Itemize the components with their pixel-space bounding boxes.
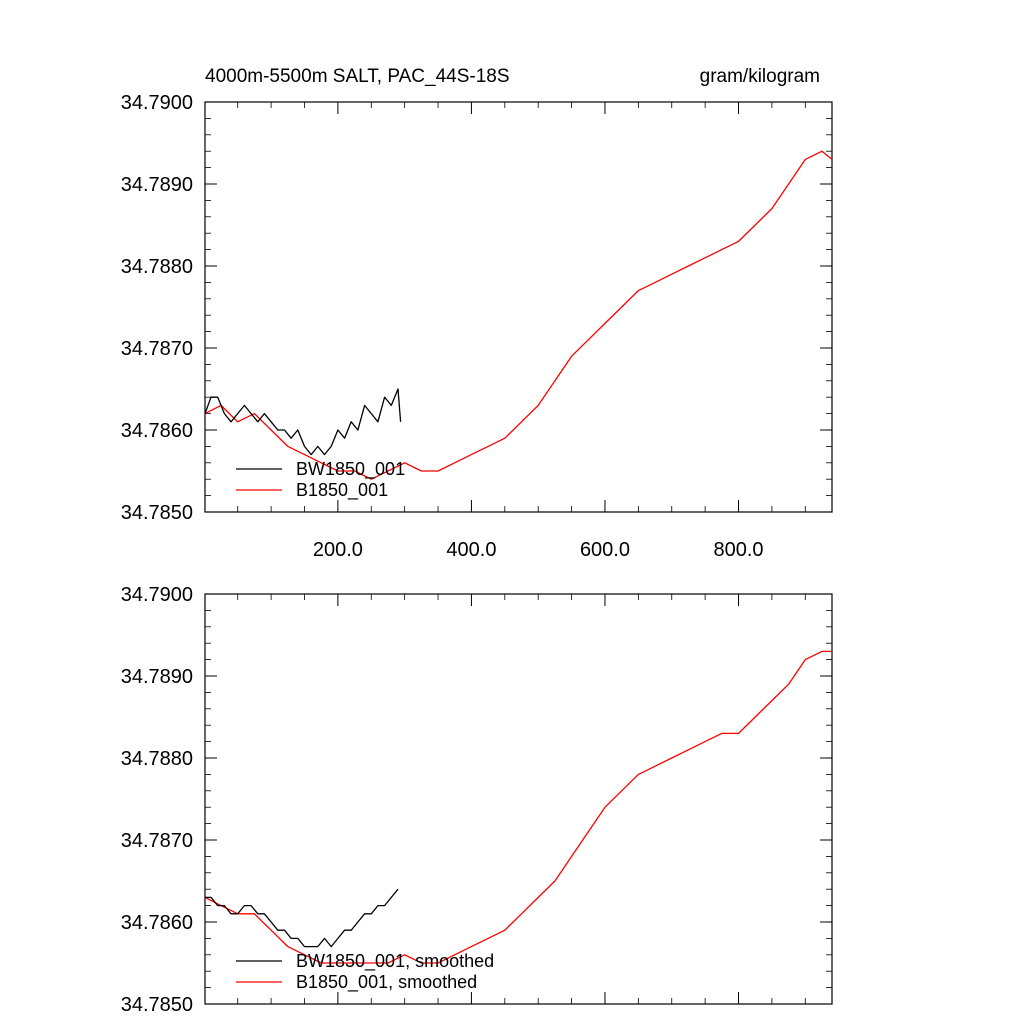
bottom-series (204, 650, 832, 964)
series-line-1 (204, 150, 833, 480)
y-tick-label: 34.7850 (121, 502, 193, 524)
y-tick-label: 34.7880 (121, 256, 193, 278)
chart-title: 4000m-5500m SALT, PAC_44S-18S (205, 66, 510, 87)
legend-label: B1850_001 (296, 480, 388, 501)
y-tick-label: 34.7870 (121, 830, 193, 852)
legend-label: BW1850_001 (296, 459, 405, 480)
x-tick-label: 200.0 (313, 539, 363, 561)
units-label: gram/kilogram (700, 66, 820, 87)
top-ticks: 34.7850 34.7860 34.7870 34.7880 34.7890 34.79… (121, 92, 832, 561)
legend-label: B1850_001, smoothed (296, 972, 477, 993)
bottom-plot-frame (204, 593, 833, 1005)
legend-label: BW1850_001, smoothed (296, 951, 494, 972)
y-tick-label: 34.7890 (121, 666, 193, 688)
top-plot-frame (204, 101, 833, 513)
y-tick-label: 34.7860 (121, 912, 193, 934)
y-tick-label: 34.7900 (121, 92, 193, 114)
top-series (204, 150, 833, 480)
y-tick-label: 34.7860 (121, 420, 193, 442)
bottom-ticks: 34.7850 34.7860 34.7870 34.7880 34.7890 34.79… (121, 584, 832, 1016)
series-line-1 (204, 650, 832, 964)
bottom-panel: 34.7850 34.7860 34.7870 34.7880 34.7890 34.79… (121, 584, 833, 1016)
y-tick-label: 34.7880 (121, 748, 193, 770)
y-tick-label: 34.7900 (121, 584, 193, 606)
x-tick-label: 600.0 (580, 539, 630, 561)
y-tick-label: 34.7870 (121, 338, 193, 360)
x-tick-label: 400.0 (446, 539, 496, 561)
y-tick-label: 34.7850 (121, 994, 193, 1016)
series-line-0 (205, 888, 399, 948)
x-tick-label: 800.0 (713, 539, 763, 561)
series-line-0 (204, 388, 402, 456)
y-tick-label: 34.7890 (121, 174, 193, 196)
top-panel: 34.7850 34.7860 34.7870 34.7880 34.7890 34.79… (121, 92, 833, 561)
